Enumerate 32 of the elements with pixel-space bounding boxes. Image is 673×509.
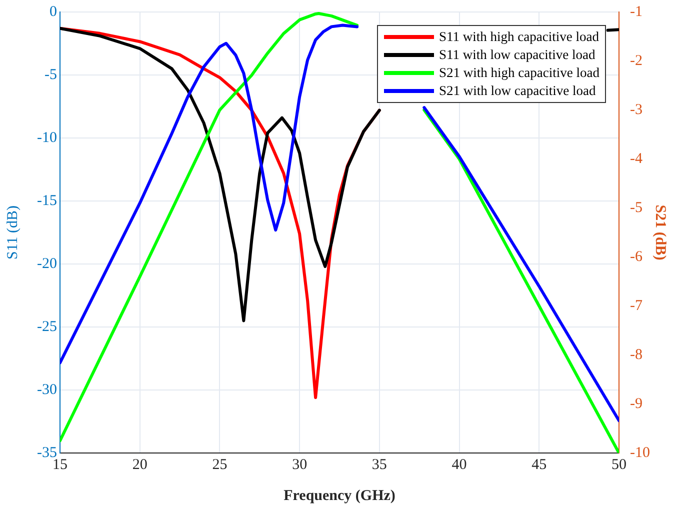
y-axis-title: S11 (dB) [4, 205, 21, 260]
y2-tick-label: -3 [630, 102, 642, 118]
y-tick-label: -20 [37, 256, 57, 272]
x-tick-label: 45 [532, 456, 547, 473]
x-tick-label: 35 [372, 456, 387, 473]
x-tick-label: 20 [132, 456, 148, 473]
legend-label: S21 with low capacitive load [439, 82, 596, 100]
y2-tick-label: -7 [630, 298, 643, 314]
y2-tick-label: -2 [630, 52, 642, 69]
y-tick-label: -30 [37, 382, 57, 398]
y2-tick-label: -9 [630, 396, 642, 412]
x-axis-title: Frequency (GHz) [284, 488, 396, 504]
y2-axis-title: S21 (dB) [652, 204, 668, 260]
y2-tick-label: -8 [630, 346, 642, 363]
y2-tick-label: -6 [630, 248, 643, 265]
y-tick-label: -15 [37, 192, 57, 209]
y-tick-label: -25 [37, 318, 57, 335]
y2-tick-label: -10 [630, 444, 650, 461]
legend-label: S21 with high capacitive load [439, 64, 600, 82]
y-tick-label: 0 [50, 4, 57, 20]
y2-tick-label: -5 [630, 200, 642, 216]
y2-tick-label: -1 [630, 4, 642, 20]
legend-label: S11 with high capacitive load [439, 28, 599, 46]
x-tick-label: 30 [292, 456, 308, 473]
y2-tick-label: -4 [630, 150, 643, 167]
y-tick-label: -10 [37, 130, 57, 146]
x-tick-label: 15 [52, 456, 68, 473]
x-tick-label: 25 [212, 456, 228, 473]
y-tick-label: -5 [44, 66, 57, 83]
x-tick-label: 40 [452, 456, 467, 473]
x-tick-label: 50 [612, 456, 626, 473]
legend-label: S11 with low capacitive load [439, 46, 596, 64]
